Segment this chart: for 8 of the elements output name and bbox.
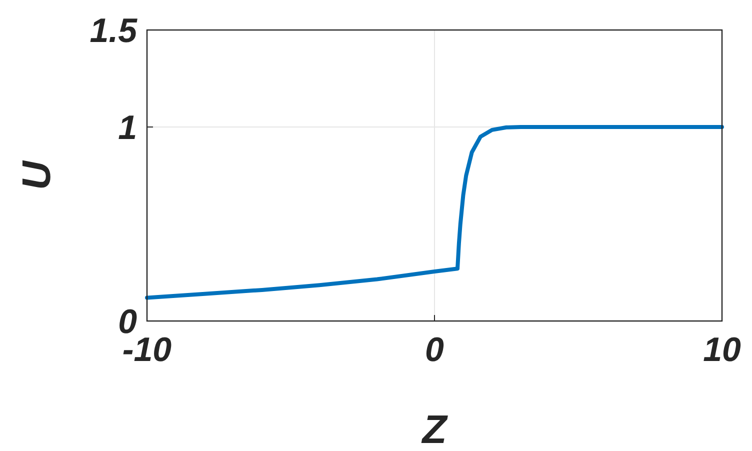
y-tick-label: 0	[118, 303, 138, 341]
y-tick-label: 1.5	[90, 12, 138, 50]
y-tick-label: 1	[118, 109, 137, 147]
y-axis-title: U	[15, 160, 59, 190]
x-tick-label: 0	[425, 331, 444, 369]
x-axis-title: Z	[421, 408, 448, 451]
x-tick-label: 10	[703, 331, 741, 369]
line-series	[145, 125, 724, 300]
